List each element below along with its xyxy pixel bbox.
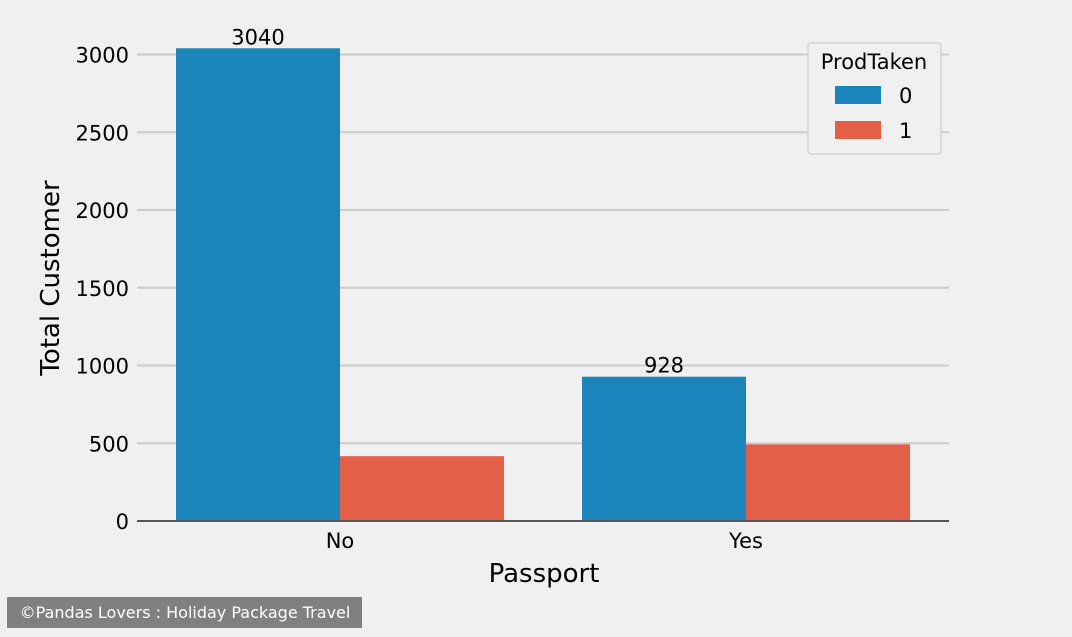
y-tick-label: 500 — [89, 432, 129, 456]
y-tick-labels: 0 500 1000 1500 2000 2500 3000 — [76, 44, 129, 535]
legend-label: 0 — [899, 84, 912, 108]
y-tick-label: 2000 — [76, 199, 129, 223]
bar-no-series-1 — [340, 456, 504, 521]
y-tick-label: 1500 — [76, 277, 129, 301]
legend-title: ProdTaken — [821, 50, 928, 74]
x-tick-label: Yes — [728, 529, 763, 553]
y-axis-label: Total Customer — [36, 180, 66, 377]
y-tick-label: 1000 — [76, 355, 129, 379]
y-tick-label: 3000 — [76, 44, 129, 68]
bars — [176, 48, 910, 521]
bar-yes-series-1 — [746, 444, 910, 521]
data-label: 928 — [644, 354, 684, 378]
y-tick-label: 0 — [116, 510, 129, 534]
y-tick-label: 2500 — [76, 121, 129, 145]
data-label: 3040 — [231, 25, 284, 49]
legend-swatch-1 — [835, 121, 881, 139]
x-tick-label: No — [326, 529, 355, 553]
x-tick-labels: No Yes — [326, 529, 763, 553]
legend-items: 01 — [835, 84, 912, 143]
credit-text: ©Pandas Lovers : Holiday Package Travel — [20, 603, 351, 622]
bar-no-series-0 — [176, 48, 340, 521]
x-axis-label: Passport — [489, 559, 600, 589]
legend-label: 1 — [899, 119, 912, 143]
legend-swatch-0 — [835, 86, 881, 104]
legend: ProdTaken 01 — [807, 42, 942, 155]
credit-box: ©Pandas Lovers : Holiday Package Travel — [7, 597, 362, 628]
bar-yes-series-0 — [582, 376, 746, 521]
data-labels: 3040 928 — [231, 25, 684, 377]
